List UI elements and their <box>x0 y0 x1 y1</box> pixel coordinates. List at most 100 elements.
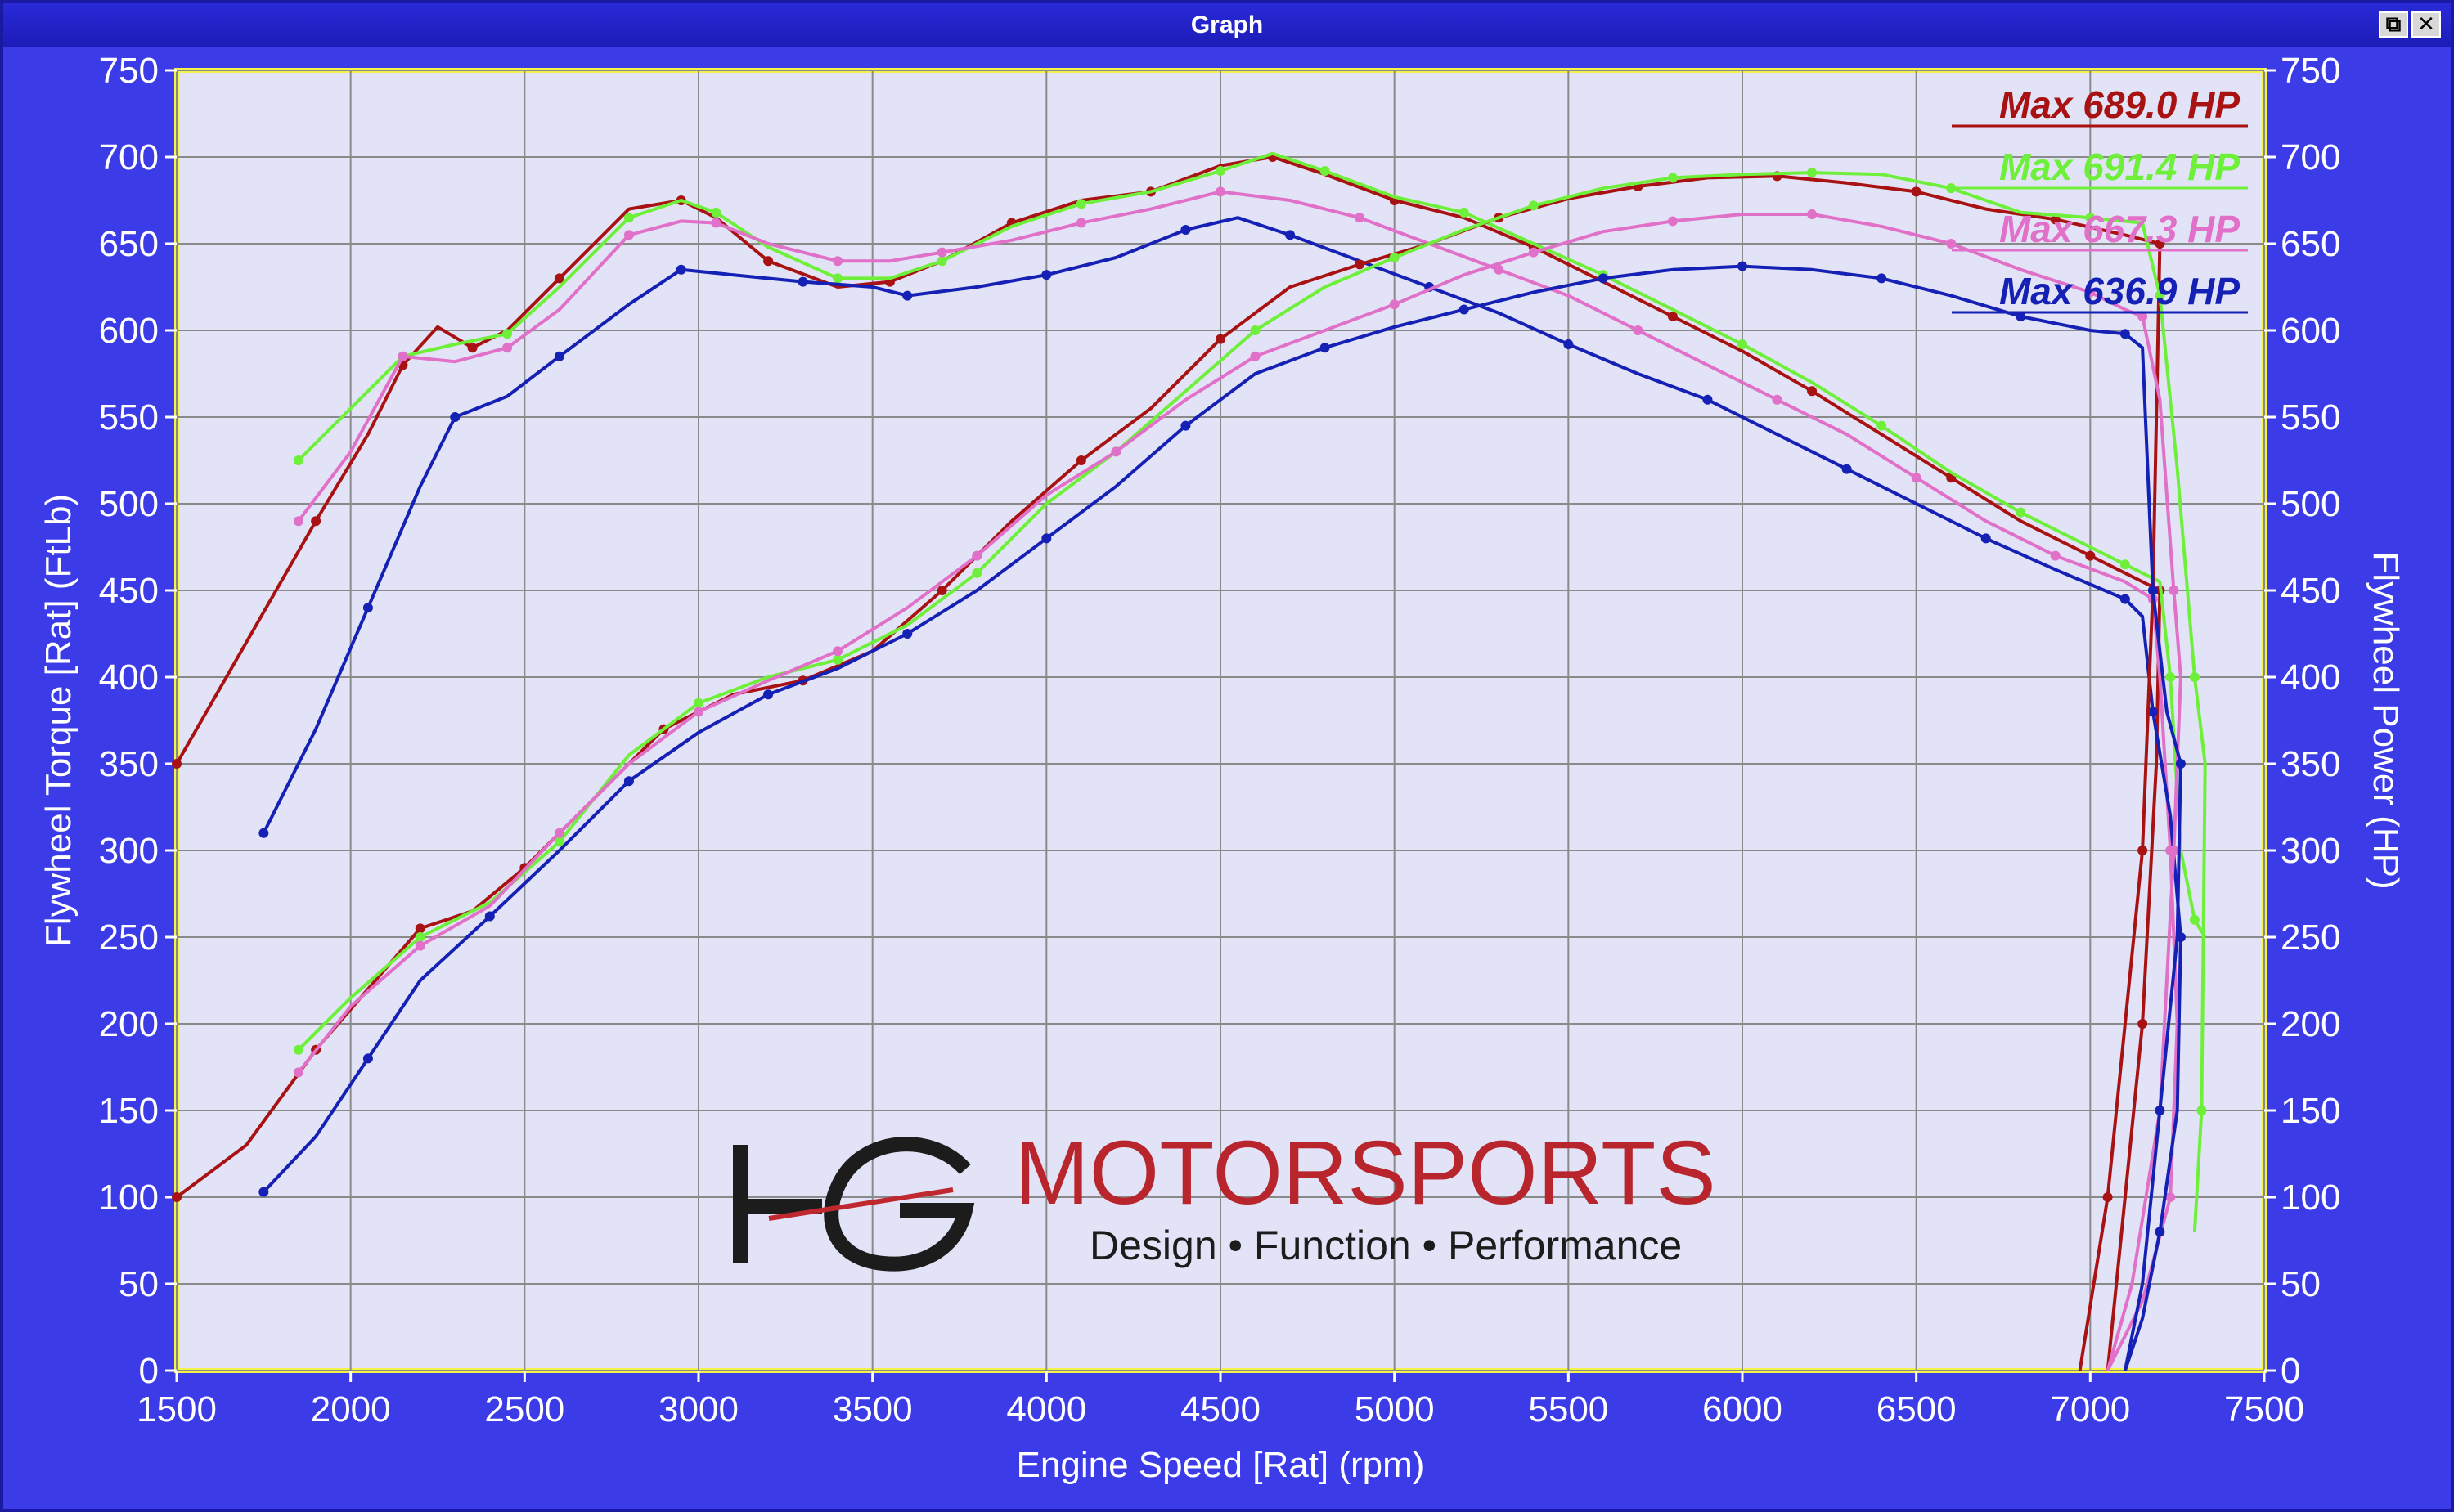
y-left-tick-label: 600 <box>99 311 159 351</box>
logo-tagline: Design • Function • Performance <box>1090 1223 1682 1268</box>
data-point <box>1076 199 1086 209</box>
data-point <box>2155 1227 2165 1237</box>
data-point <box>1841 464 1852 474</box>
series-lines <box>172 151 2207 1371</box>
y-right-tick-label: 50 <box>2281 1264 2321 1304</box>
data-point <box>2016 507 2026 518</box>
data-point <box>398 351 408 361</box>
data-point <box>293 516 303 527</box>
data-point <box>502 343 513 353</box>
y-left-tick-label: 550 <box>99 397 159 437</box>
data-point <box>1216 186 1225 197</box>
y-right-tick-label: 600 <box>2281 311 2340 351</box>
data-point <box>623 776 634 787</box>
data-point <box>2155 290 2165 301</box>
close-icon[interactable]: ✕ <box>2411 11 2441 38</box>
y-left-tick-label: 100 <box>99 1178 159 1218</box>
x-tick-label: 6500 <box>1876 1389 1957 1429</box>
y-left-tick-label: 400 <box>99 657 159 698</box>
data-point <box>972 550 982 561</box>
data-point <box>2196 1106 2207 1115</box>
title-bar[interactable]: Graph ⧉ ✕ <box>3 3 2451 47</box>
y-right-tick-label: 700 <box>2281 137 2340 177</box>
y-right-tick-label: 150 <box>2281 1091 2340 1131</box>
data-point <box>293 455 303 465</box>
restore-icon[interactable]: ⧉ <box>2379 11 2408 38</box>
data-point <box>2016 312 2026 322</box>
data-point <box>798 276 808 287</box>
data-point <box>415 923 425 934</box>
y-right-tick-label: 550 <box>2281 397 2340 437</box>
data-point <box>258 1187 269 1197</box>
data-point <box>2119 559 2130 570</box>
data-point <box>2189 672 2200 682</box>
window-title: Graph <box>1190 11 1264 38</box>
data-point <box>172 759 182 769</box>
y-right-tick-label: 500 <box>2281 484 2340 524</box>
data-point <box>2169 586 2179 595</box>
x-axis-label: Engine Speed [Rat] (rpm) <box>1017 1445 1425 1485</box>
legend-entry: Max 636.9 HP <box>1999 270 2240 312</box>
data-point <box>2085 550 2096 561</box>
data-point <box>2175 759 2186 769</box>
data-point <box>902 629 913 639</box>
data-point <box>1355 259 1365 270</box>
x-tick-label: 3000 <box>658 1389 739 1429</box>
y-left-tick-label: 450 <box>99 571 159 611</box>
data-point <box>1876 420 1887 431</box>
y-left-tick-label: 50 <box>119 1264 159 1304</box>
data-point <box>2169 846 2179 855</box>
y-left-tick-label: 700 <box>99 137 159 177</box>
data-point <box>1702 394 1713 405</box>
hg-logo-mark <box>733 1137 975 1272</box>
data-point <box>554 351 564 361</box>
data-point <box>1319 343 1330 353</box>
y-axis-label-left: Flywheel Torque [Rat] (FtLb) <box>38 494 79 947</box>
y-left-tick-label: 750 <box>99 51 159 91</box>
data-point <box>467 343 478 353</box>
data-point <box>1667 216 1678 227</box>
data-point <box>450 412 461 422</box>
data-point <box>1737 339 1747 349</box>
y-right-tick-label: 750 <box>2281 51 2340 91</box>
y-right-tick-label: 450 <box>2281 571 2340 611</box>
data-point <box>1216 334 1225 344</box>
data-point <box>1946 183 1957 194</box>
data-point <box>1807 386 1818 397</box>
data-point <box>972 568 982 578</box>
data-point <box>362 1053 373 1064</box>
y-left-tick-label: 300 <box>99 831 159 871</box>
series-line-torque-1 <box>297 151 2207 939</box>
data-point <box>415 932 425 942</box>
legend-entry: Max 691.4 HP <box>1999 146 2240 188</box>
data-point <box>937 586 947 595</box>
data-point <box>1946 239 1957 249</box>
x-tick-label: 7500 <box>2224 1389 2304 1429</box>
data-point <box>1389 252 1400 262</box>
data-point <box>1180 225 1191 236</box>
data-point <box>1389 299 1400 310</box>
data-point <box>2102 1192 2113 1202</box>
data-point <box>694 707 703 717</box>
data-point <box>1180 420 1191 431</box>
data-point <box>1737 261 1747 271</box>
data-point <box>554 837 564 847</box>
y-right-tick-label: 250 <box>2281 918 2340 958</box>
y-left-tick-label: 500 <box>99 484 159 524</box>
data-point <box>554 273 564 284</box>
x-tick-label: 2500 <box>484 1389 564 1429</box>
data-point <box>1563 339 1574 349</box>
x-tick-labels: 1500 2000 2500 3000 3500 4000 4500 5000 5500 6000… <box>137 1371 2304 1429</box>
data-point <box>902 290 913 301</box>
data-point <box>311 516 321 527</box>
data-point <box>1494 264 1504 275</box>
y-left-tick-labels: 0 50 100 150 200 250 300 350 400 450 500 550 600 650 7… <box>99 51 177 1391</box>
data-point <box>2165 1192 2176 1202</box>
y-axis-label-right: Flywheel Power (HP) <box>2366 551 2406 889</box>
data-point <box>2050 550 2061 561</box>
data-point <box>362 603 373 613</box>
data-point <box>2119 594 2130 604</box>
legend: Max 689.0 HP Max 691.4 HP Max 667.3 HP Max … <box>1952 83 2248 314</box>
data-point <box>1911 186 1921 197</box>
data-point <box>1041 270 1052 280</box>
